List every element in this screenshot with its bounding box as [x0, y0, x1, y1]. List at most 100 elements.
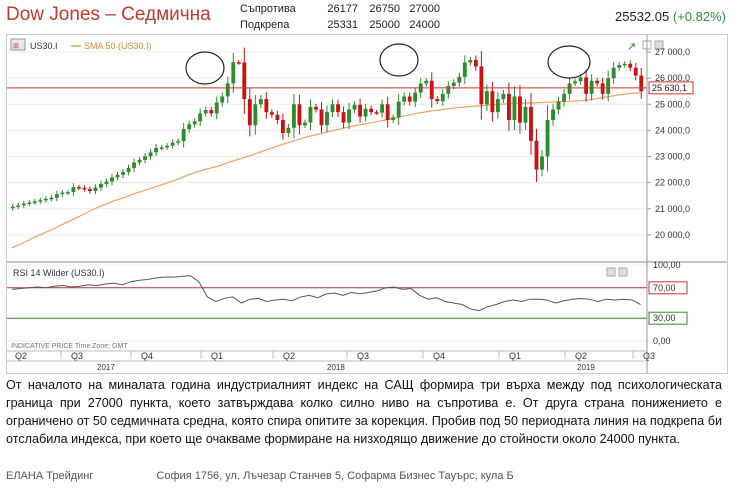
close-icon	[654, 40, 664, 50]
symbol-label: US30.I	[30, 41, 58, 51]
candle-body	[43, 198, 48, 201]
candle-body	[435, 99, 440, 102]
rsi-tick-label: 0,00	[653, 336, 671, 346]
quarter-label: Q4	[433, 351, 445, 361]
candle-body	[628, 63, 633, 68]
support-label: Подкрепа	[240, 19, 290, 31]
candle-body	[49, 197, 54, 200]
candle-body	[347, 109, 351, 123]
candle-body	[308, 106, 313, 123]
candle-body	[413, 92, 418, 102]
candle-body	[16, 205, 21, 207]
rsi-close-icon[interactable]	[606, 267, 616, 277]
candle-body	[297, 104, 302, 126]
candle-body	[10, 206, 15, 209]
candle-body	[253, 104, 258, 126]
candle-body	[198, 113, 203, 122]
candle-body	[65, 192, 70, 194]
candle-body	[187, 124, 192, 130]
resistance-label: Съпротива	[240, 3, 296, 15]
candle-body	[551, 109, 555, 120]
support-level-3: 24000	[409, 19, 440, 31]
rsi-tick-label: 30,00	[653, 313, 676, 323]
candle-body	[336, 104, 340, 113]
rsi-level-box	[648, 311, 688, 325]
candle-body	[165, 145, 170, 148]
candle-body	[291, 104, 296, 128]
candle-body	[54, 194, 59, 198]
candle-body	[247, 99, 252, 126]
quarter-label: Q3	[357, 351, 369, 361]
candle-body	[358, 104, 363, 117]
candle-body	[573, 81, 578, 84]
candle-body	[457, 76, 462, 83]
candle-body	[556, 101, 561, 110]
candle-body	[407, 96, 412, 102]
sma-legend-label: SMA 50 (US30.I)	[84, 41, 152, 51]
candle-body	[523, 106, 528, 123]
candle-body	[148, 152, 153, 157]
candle-body	[88, 189, 92, 192]
footer: ЕЛАНА Трейдинг София 1756, ул. Лъчезар С…	[6, 470, 514, 482]
quarter-label: Q1	[509, 351, 521, 361]
sma-series	[11, 92, 641, 249]
rsi-tick-label: 70,00	[653, 283, 676, 293]
candle-body	[60, 192, 65, 195]
candle-body	[203, 110, 208, 114]
page-title: Dow Jones – Седмична	[6, 4, 211, 25]
candle-body	[264, 99, 269, 113]
candle-body	[21, 203, 26, 206]
candle-body	[99, 183, 103, 188]
quarter-label: Q2	[15, 351, 27, 361]
candle-body	[352, 104, 357, 110]
candle-body	[495, 99, 500, 113]
candle-body	[622, 63, 627, 66]
year-label: 2019	[577, 363, 595, 372]
svg-text:⊞: ⊞	[13, 43, 19, 50]
y-tick-label: 21 000,0	[655, 204, 690, 214]
sma-line	[11, 92, 641, 249]
candle-body	[468, 59, 473, 63]
candle-body	[275, 114, 280, 120]
candle-body	[76, 187, 81, 189]
candle-body	[38, 200, 43, 202]
candle-body	[529, 106, 533, 141]
quarter-label: Q4	[141, 351, 153, 361]
indicative-price-note: INDICATIVE PRICE Time Zone: GMT	[11, 343, 128, 350]
candle-body	[181, 129, 186, 142]
candle-body	[507, 93, 511, 120]
candle-body	[391, 117, 396, 120]
candle-body	[562, 93, 566, 102]
rsi-tick-label: 100,00	[653, 260, 681, 270]
top-circle-1	[185, 51, 225, 85]
rsi-restore-icon[interactable]	[618, 267, 628, 277]
support-level-2: 25000	[369, 19, 400, 31]
price-readout: 25532.05 (+0.82%)	[615, 9, 726, 24]
candle-body	[269, 112, 274, 115]
rsi-level-box	[648, 281, 688, 295]
candle-body	[71, 187, 76, 193]
candle-body	[286, 127, 291, 134]
candle-body	[617, 65, 622, 68]
candle-body	[176, 141, 181, 143]
candle-body	[446, 86, 451, 94]
top-circle-2	[379, 43, 419, 77]
rsi-series	[11, 275, 641, 312]
candle-body	[639, 75, 644, 92]
candle-body	[369, 108, 374, 113]
candle-body	[280, 119, 285, 134]
y-tick-label: 24 000,0	[655, 125, 690, 135]
candle-body	[214, 102, 219, 114]
candle-body	[258, 99, 263, 105]
candle-body	[484, 91, 489, 105]
candle-body	[589, 80, 594, 94]
candle-body	[27, 202, 32, 204]
y-tick-label: 27 000,0	[655, 47, 690, 57]
symbol-icon[interactable]	[10, 38, 26, 51]
candle-body	[242, 62, 247, 100]
candle-body	[154, 147, 159, 153]
candle-body	[584, 77, 589, 94]
candle-body	[451, 82, 456, 87]
candle-body	[225, 83, 230, 97]
price-chart: ⊞ US30.I SMA 50 (US30.I) ↗ 27 000,0 26 00…	[4, 35, 727, 373]
